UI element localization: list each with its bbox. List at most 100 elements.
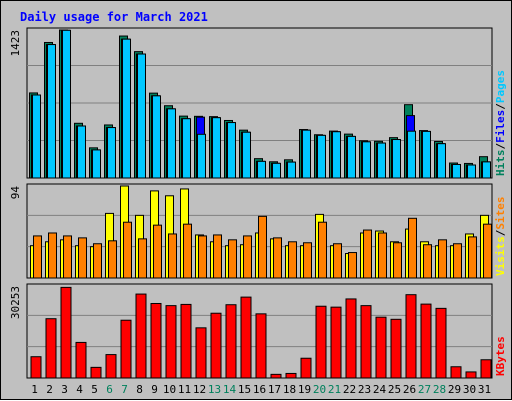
bar-pages-day-15 — [242, 131, 251, 179]
bar-pages-day-10 — [167, 108, 176, 179]
bar-pages-day-5 — [92, 149, 101, 179]
bar-sites-day-24 — [378, 232, 387, 279]
x-label-day-24: 24 — [373, 383, 387, 396]
bar-sites-day-21 — [333, 243, 342, 279]
x-label-day-12: 12 — [193, 383, 206, 396]
bar-pages-day-24 — [377, 142, 386, 179]
bar-sites-day-28 — [438, 239, 447, 279]
legend-hits-files-pages: Hits/Files/Pages — [494, 70, 507, 176]
x-label-day-29: 29 — [448, 383, 461, 396]
legend-visits-sites: Visits/Sites — [494, 197, 507, 277]
bar-kbytes-day-10 — [165, 305, 177, 379]
bar-pages-day-22 — [347, 135, 356, 179]
legend-item-hits: Hits — [494, 150, 507, 177]
bar-kbytes-day-6 — [105, 354, 117, 379]
legend-item-files: Files — [494, 110, 507, 143]
x-label-day-26: 26 — [403, 383, 416, 396]
bar-sites-day-18 — [288, 241, 297, 279]
bar-pages-day-23 — [362, 141, 371, 179]
bar-kbytes-day-7 — [120, 319, 132, 379]
bar-sites-day-13 — [213, 234, 222, 279]
bar-sites-day-2 — [48, 232, 57, 279]
bar-sites-day-17 — [273, 237, 282, 279]
x-label-day-20: 20 — [313, 383, 326, 396]
bar-sites-day-3 — [63, 235, 72, 279]
bar-pages-day-28 — [437, 143, 446, 179]
bar-kbytes-day-27 — [420, 303, 432, 379]
bar-sites-day-9 — [153, 224, 162, 279]
bar-pages-day-11 — [182, 118, 191, 179]
bar-sites-day-26 — [408, 217, 417, 279]
bar-kbytes-day-13 — [210, 312, 222, 379]
legend-item-kbytes: KBytes — [494, 336, 507, 376]
bar-kbytes-day-1 — [30, 356, 42, 379]
bar-sites-day-11 — [183, 223, 192, 279]
x-label-day-17: 17 — [268, 383, 281, 396]
bar-kbytes-day-17 — [270, 373, 282, 379]
x-label-day-22: 22 — [343, 383, 356, 396]
bar-sites-day-6 — [108, 240, 117, 279]
legend-kbytes: KBytes — [494, 336, 507, 376]
x-label-day-15: 15 — [238, 383, 251, 396]
x-label-day-3: 3 — [61, 383, 68, 396]
x-label-day-21: 21 — [328, 383, 341, 396]
legend-item-sites: Sites — [494, 197, 507, 230]
bar-kbytes-day-31 — [480, 359, 492, 379]
bar-kbytes-day-9 — [150, 302, 162, 379]
bar-pages-day-4 — [77, 125, 86, 179]
bar-pages-day-12 — [197, 133, 206, 179]
bar-sites-day-30 — [468, 236, 477, 279]
y-max-label: 1423 — [9, 30, 22, 57]
bar-kbytes-day-4 — [75, 341, 87, 379]
bar-sites-day-1 — [33, 235, 42, 279]
x-label-day-9: 9 — [151, 383, 158, 396]
x-label-day-18: 18 — [283, 383, 296, 396]
bar-sites-day-14 — [228, 239, 237, 279]
bar-pages-day-26 — [407, 130, 416, 179]
bar-sites-day-4 — [78, 237, 87, 279]
x-label-day-31: 31 — [478, 383, 491, 396]
bar-pages-day-17 — [272, 162, 281, 179]
x-label-day-2: 2 — [46, 383, 53, 396]
bar-pages-day-21 — [332, 131, 341, 179]
y-max-label: 94 — [9, 186, 22, 200]
bar-sites-day-23 — [363, 229, 372, 279]
x-axis-labels: 1 2 3 4 5 6 7 8 9 10 11 12 13 14 15 16 17 18 19 20 21 22 23 24 2… — [31, 383, 491, 396]
x-label-day-25: 25 — [388, 383, 401, 396]
bar-pages-day-9 — [152, 95, 161, 179]
bar-pages-day-8 — [137, 53, 146, 179]
bar-kbytes-day-12 — [195, 327, 207, 379]
x-label-day-30: 30 — [463, 383, 476, 396]
bar-pages-day-2 — [47, 44, 56, 179]
bar-kbytes-day-19 — [300, 357, 312, 379]
x-label-day-7: 7 — [121, 383, 128, 396]
x-label-day-8: 8 — [136, 383, 143, 396]
bar-pages-day-29 — [452, 163, 461, 179]
bar-kbytes-day-25 — [390, 318, 402, 379]
bar-pages-day-20 — [317, 134, 326, 179]
bar-kbytes-day-22 — [345, 298, 357, 379]
bar-kbytes-day-15 — [240, 296, 252, 379]
chart-panels: 1423Hits/Files/Pages94Visits/Sites30253K… — [9, 27, 507, 379]
bar-sites-day-22 — [348, 252, 357, 279]
x-label-day-5: 5 — [91, 383, 98, 396]
x-label-day-23: 23 — [358, 383, 371, 396]
bar-sites-day-8 — [138, 238, 147, 279]
bar-kbytes-day-30 — [465, 371, 477, 379]
x-label-day-14: 14 — [223, 383, 237, 396]
bar-pages-day-7 — [122, 38, 131, 179]
legend-item-visits: Visits — [494, 236, 507, 276]
bar-kbytes-day-20 — [315, 305, 327, 379]
chart-title: Daily usage for March 2021 — [20, 10, 208, 24]
bar-kbytes-day-26 — [405, 294, 417, 379]
bar-pages-day-30 — [467, 164, 476, 179]
bar-kbytes-day-23 — [360, 305, 372, 379]
bar-pages-day-3 — [62, 29, 71, 179]
bar-sites-day-19 — [303, 242, 312, 279]
bar-pages-day-25 — [392, 139, 401, 179]
x-label-day-28: 28 — [433, 383, 446, 396]
bar-sites-day-10 — [168, 233, 177, 279]
bar-pages-day-6 — [107, 127, 116, 179]
